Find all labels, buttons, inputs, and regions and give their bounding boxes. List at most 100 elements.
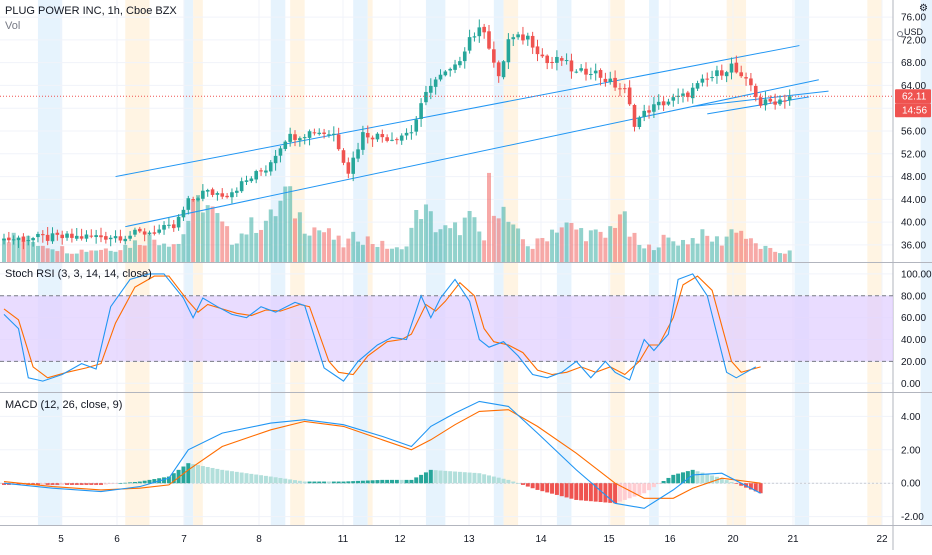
macd-hist-bar xyxy=(603,483,608,503)
candle-body xyxy=(89,235,94,237)
volume-bar xyxy=(501,206,506,262)
volume-bar xyxy=(525,246,530,262)
candle-body xyxy=(666,101,671,105)
settings-icon[interactable]: ⚙ xyxy=(919,3,928,14)
candle-body xyxy=(530,35,535,48)
candle-body xyxy=(496,62,501,77)
volume-bar xyxy=(176,243,181,262)
candle-body xyxy=(627,87,632,105)
macd-hist-bar xyxy=(671,474,676,484)
time-axis[interactable]: 5 6 7 8 11 12 13 14 15 16 20 21 22 xyxy=(58,534,888,545)
x-tick-label: 20 xyxy=(727,534,739,545)
volume-bar xyxy=(627,236,632,262)
macd-title[interactable]: MACD (12, 26, close, 9) xyxy=(5,399,123,411)
volume-bar xyxy=(79,249,84,262)
candle-body xyxy=(589,74,593,76)
volume-bar xyxy=(191,199,196,262)
macd-hist-bar xyxy=(346,481,351,484)
candle-body xyxy=(298,138,302,141)
stoch-rsi-title[interactable]: Stoch RSI (3, 3, 14, 14, close) xyxy=(5,268,152,280)
volume-bar xyxy=(724,236,729,262)
candle-body xyxy=(773,101,777,105)
volume-bar xyxy=(55,251,60,262)
candle-body xyxy=(312,132,317,134)
macd-hist-bar xyxy=(685,471,690,484)
volume-bar xyxy=(200,212,205,262)
volume-bar xyxy=(530,248,535,262)
stoch-axis[interactable]: 0.00 20.00 40.00 60.00 80.00 100.00 xyxy=(901,269,932,389)
trend-line[interactable] xyxy=(707,96,810,115)
candle-body xyxy=(390,139,394,141)
candle-body xyxy=(138,228,142,232)
y-tick-label: 2.00 xyxy=(901,445,921,456)
stoch-d-line xyxy=(3,275,761,379)
volume-bar xyxy=(739,230,744,262)
macd-hist-bar xyxy=(501,478,506,484)
macd-hist-bar xyxy=(215,468,220,484)
macd-hist-bar xyxy=(559,483,564,497)
volume-bar xyxy=(622,211,627,262)
x-tick-label: 8 xyxy=(256,534,262,545)
macd-hist-bar xyxy=(409,479,414,484)
candle-body xyxy=(724,72,729,77)
y-tick-label: 80.00 xyxy=(901,291,926,302)
candle-body xyxy=(351,157,355,174)
volume-bar xyxy=(487,172,491,262)
volume-bar xyxy=(229,244,234,262)
candle-body xyxy=(249,178,254,182)
candle-body xyxy=(739,72,743,77)
candle-body xyxy=(768,98,773,102)
macd-hist-bar xyxy=(419,474,424,484)
y-tick-label: 4.00 xyxy=(901,412,921,423)
volume-bar xyxy=(695,243,700,262)
trend-line[interactable] xyxy=(125,79,819,228)
volume-bar xyxy=(477,231,482,262)
volume-bar xyxy=(307,235,312,262)
y-tick-label: 48.00 xyxy=(901,172,926,183)
volume-bar xyxy=(84,251,89,262)
candle-body xyxy=(361,132,365,150)
macd-hist-bar xyxy=(438,470,443,484)
candle-body xyxy=(443,71,448,76)
candle-body xyxy=(186,198,191,210)
macd-signal-line xyxy=(3,409,761,499)
x-tick-label: 22 xyxy=(876,534,888,545)
macd-hist-bar xyxy=(249,473,254,484)
y-tick-label: 36.00 xyxy=(901,240,926,251)
candle-body xyxy=(564,60,569,62)
volume-bar xyxy=(603,237,608,262)
candle-body xyxy=(31,238,35,241)
candle-body xyxy=(147,232,152,234)
trend-line[interactable] xyxy=(115,45,800,178)
symbol-title[interactable]: PLUG POWER INC, 1h, Cboe BZX xyxy=(5,5,177,17)
candle-body xyxy=(579,68,583,71)
candle-body xyxy=(157,229,161,233)
candle-body xyxy=(545,55,549,64)
y-tick-label: 100.00 xyxy=(901,269,932,280)
candle-body xyxy=(511,37,516,40)
volume-bar xyxy=(453,222,458,262)
macd-hist-bar xyxy=(200,466,205,484)
volume-bar xyxy=(584,241,588,262)
macd-axis[interactable]: -2.00 0.00 2.00 4.00 xyxy=(901,412,924,523)
volume-bar xyxy=(278,200,283,262)
candle-body xyxy=(322,132,326,134)
macd-hist-bar xyxy=(676,473,681,484)
volume-bar xyxy=(409,227,414,262)
currency-label[interactable]: USD xyxy=(904,27,924,37)
volume-bar xyxy=(385,248,390,262)
candle-body xyxy=(235,190,239,193)
last-price-value: 62.11 xyxy=(902,92,927,103)
candle-body xyxy=(162,225,166,230)
macd-hist-bar xyxy=(690,469,695,484)
y-tick-label: 72.00 xyxy=(901,35,926,46)
candle-body xyxy=(744,77,748,79)
candle-body xyxy=(656,101,661,106)
candle-body xyxy=(36,233,40,238)
volume-bar xyxy=(545,241,550,262)
candle-body xyxy=(317,132,322,135)
macd-hist-bar xyxy=(554,483,559,495)
volume-bar xyxy=(554,232,559,262)
macd-hist-bar xyxy=(128,482,133,484)
